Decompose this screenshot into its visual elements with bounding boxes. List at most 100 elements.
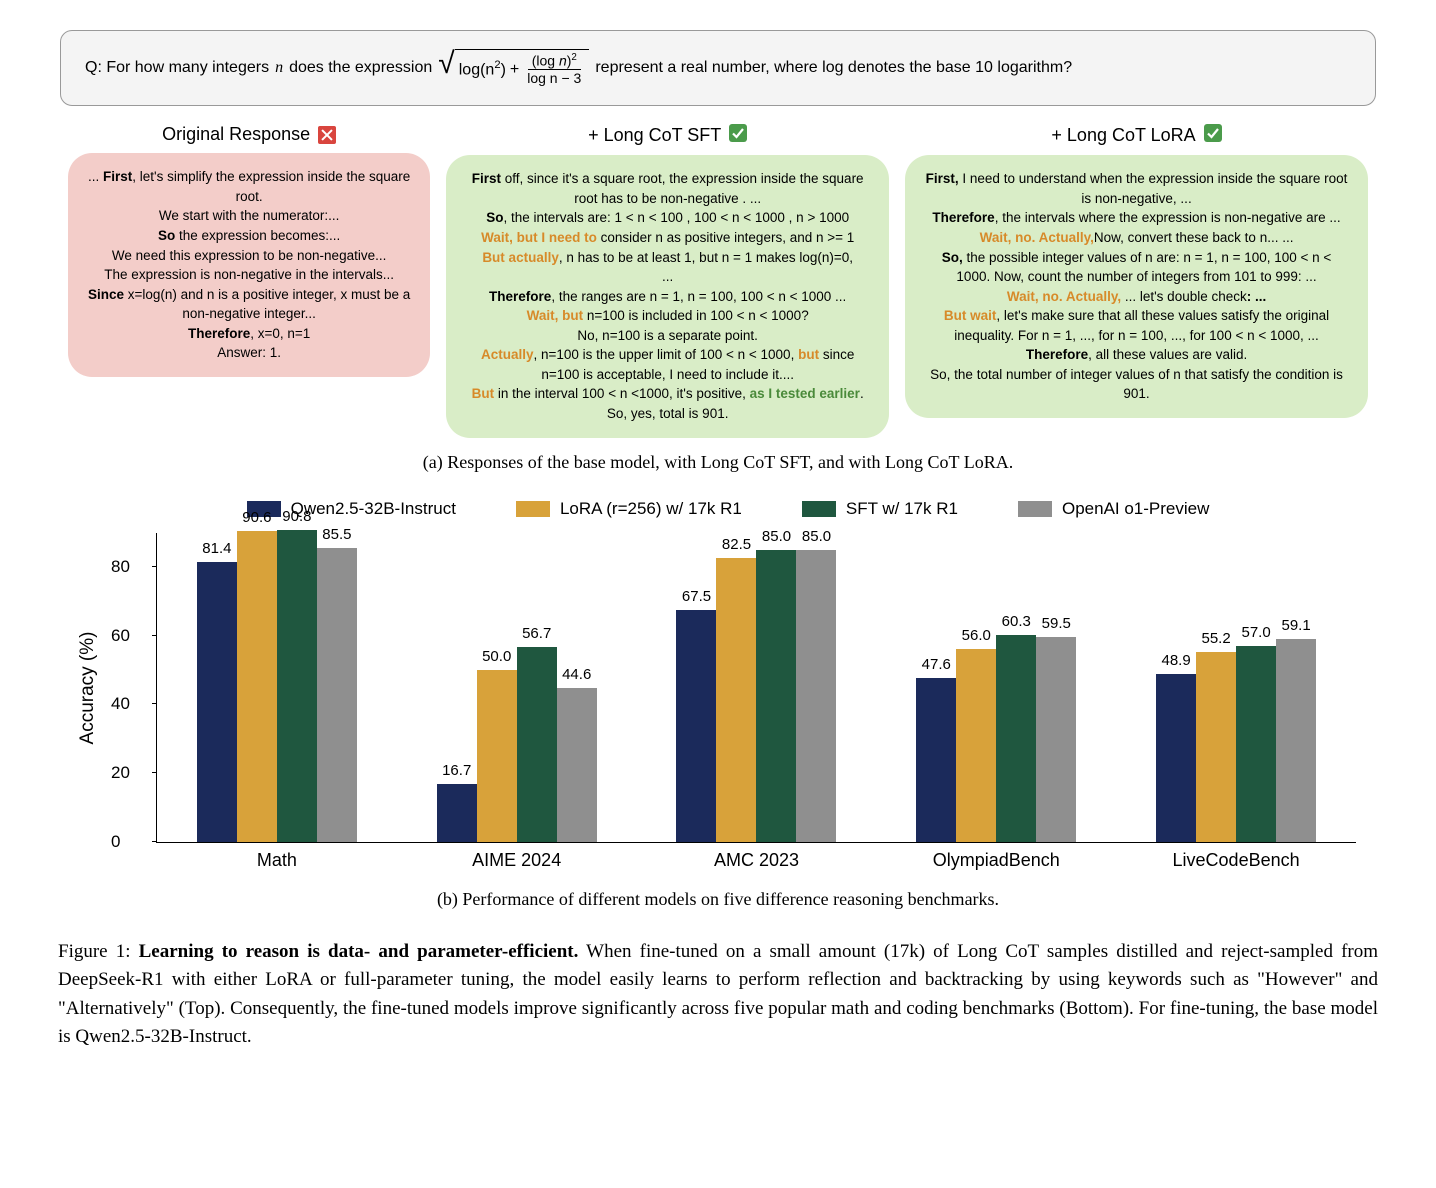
legend-item: LoRA (r=256) w/ 17k R1 [516,499,742,519]
response-line: ... First, let's simplify the expression… [86,167,412,206]
bar: 57.0 [1236,646,1276,842]
y-axis-label: Accuracy (%) [77,631,99,744]
bar: 48.9 [1156,674,1196,842]
response-sft-body: First off, since it's a square root, the… [446,155,889,437]
x-tick-label: AMC 2023 [714,850,799,871]
bar-chart: Qwen2.5-32B-Instruct LoRA (r=256) w/ 17k … [100,499,1356,843]
legend-label: SFT w/ 17k R1 [846,499,958,519]
response-line: Therefore, all these values are valid. [923,345,1350,365]
x-tick-label: LiveCodeBench [1173,850,1300,871]
response-line: First, I need to understand when the exp… [923,169,1350,208]
bar-group: 81.490.690.885.5Math [157,533,397,842]
response-line: Since x=log(n) and n is a positive integ… [86,285,412,324]
legend-swatch [802,501,836,517]
question-box: Q: For how many integers n does the expr… [60,30,1376,106]
legend-label: OpenAI o1-Preview [1062,499,1209,519]
response-line: Therefore, the intervals where the expre… [923,208,1350,228]
bar-value-label: 44.6 [562,666,591,683]
bar-value-label: 56.7 [522,625,551,642]
bar-value-label: 48.9 [1161,652,1190,669]
legend-label: Qwen2.5-32B-Instruct [291,499,456,519]
response-line: Wait, but I need to consider n as positi… [464,228,871,248]
question-prefix: Q: For how many integers [85,59,269,77]
response-line: Wait, but n=100 is included in 100 < n <… [464,306,871,326]
y-tick-label: 60 [111,626,130,646]
legend-label: LoRA (r=256) w/ 17k R1 [560,499,742,519]
caption-title: Learning to reason is data- and paramete… [139,941,579,962]
bar: 59.5 [1036,637,1076,841]
bar-value-label: 67.5 [682,588,711,605]
response-line: Actually, n=100 is the upper limit of 10… [464,345,871,384]
responses-row: Original Response ... First, let's simpl… [68,124,1368,437]
bar-value-label: 55.2 [1201,630,1230,647]
bar: 85.5 [317,548,357,842]
bar-value-label: 90.6 [242,509,271,526]
y-tick-label: 40 [111,694,130,714]
bar: 81.4 [197,562,237,841]
chart-plot: 81.490.690.885.5Math16.750.056.744.6AIME… [156,533,1356,843]
bar-group: 67.582.585.085.0AMC 2023 [637,533,877,842]
response-line: Wait, no. Actually,Now, convert these ba… [923,228,1350,248]
bar: 90.8 [277,530,317,842]
response-line: So, the intervals are: 1 < n < 100 , 100… [464,208,871,228]
bar: 59.1 [1276,639,1316,842]
response-original: Original Response ... First, let's simpl… [68,124,430,437]
response-line: No, n=100 is a separate point. [464,326,871,346]
response-line: We need this expression to be non-negati… [86,246,412,266]
bar: 90.6 [237,531,277,842]
response-original-title: Original Response [162,124,310,145]
bar: 56.0 [956,649,996,841]
response-line: Therefore, x=0, n=1 [86,324,412,344]
response-line: First off, since it's a square root, the… [464,169,871,208]
legend-item: SFT w/ 17k R1 [802,499,958,519]
check-icon [1204,124,1222,147]
bar-value-label: 59.1 [1281,617,1310,634]
x-tick-label: AIME 2024 [472,850,561,871]
figure-caption: Figure 1: Learning to reason is data- an… [58,938,1378,1052]
bar: 55.2 [1196,652,1236,842]
response-line: So, the possible integer values of n are… [923,248,1350,287]
question-var: n [275,59,283,77]
check-icon [729,124,747,147]
response-line: Therefore, the ranges are n = 1, n = 100… [464,287,871,307]
response-line: But wait, let's make sure that all these… [923,306,1350,345]
response-line: We start with the numerator:... [86,206,412,226]
bar: 47.6 [916,678,956,841]
bar: 44.6 [557,688,597,841]
bar-value-label: 82.5 [722,536,751,553]
x-tick-label: Math [257,850,297,871]
response-line: So, yes, total is 901. [464,404,871,424]
response-lora: + Long CoT LoRA First, I need to underst… [905,124,1368,437]
response-line: But in the interval 100 < n <1000, it's … [464,384,871,404]
bar: 56.7 [517,647,557,842]
response-line: But actually, n has to be at least 1, bu… [464,248,871,268]
bar-value-label: 90.8 [282,508,311,525]
bar-value-label: 85.0 [762,528,791,545]
legend-item: OpenAI o1-Preview [1018,499,1209,519]
y-tick-label: 0 [111,832,120,852]
legend-swatch [1018,501,1052,517]
bar-group: 47.656.060.359.5OlympiadBench [876,533,1116,842]
bar: 16.7 [437,784,477,841]
bar-value-label: 59.5 [1042,615,1071,632]
y-tick-label: 20 [111,763,130,783]
bar-value-label: 16.7 [442,762,471,779]
response-lora-title: + Long CoT LoRA [1051,125,1195,146]
response-sft: + Long CoT SFT First off, since it's a s… [446,124,889,437]
cross-icon [318,126,336,144]
bar: 67.5 [676,610,716,842]
bar-group: 16.750.056.744.6AIME 2024 [397,533,637,842]
bar: 82.5 [716,558,756,841]
sqrt-expression: √ log(n2) + (log n)2 log n − 3 [438,49,589,87]
bar: 85.0 [756,550,796,842]
response-lora-body: First, I need to understand when the exp… [905,155,1368,418]
question-mid: does the expression [289,59,432,77]
bar-value-label: 50.0 [482,648,511,665]
bar-value-label: 85.5 [322,526,351,543]
subcaption-a: (a) Responses of the base model, with Lo… [40,452,1396,473]
bar-value-label: 85.0 [802,528,831,545]
bar-value-label: 47.6 [922,656,951,673]
response-original-body: ... First, let's simplify the expression… [68,153,430,377]
response-line: So, the total number of integer values o… [923,365,1350,404]
x-tick-label: OlympiadBench [933,850,1060,871]
